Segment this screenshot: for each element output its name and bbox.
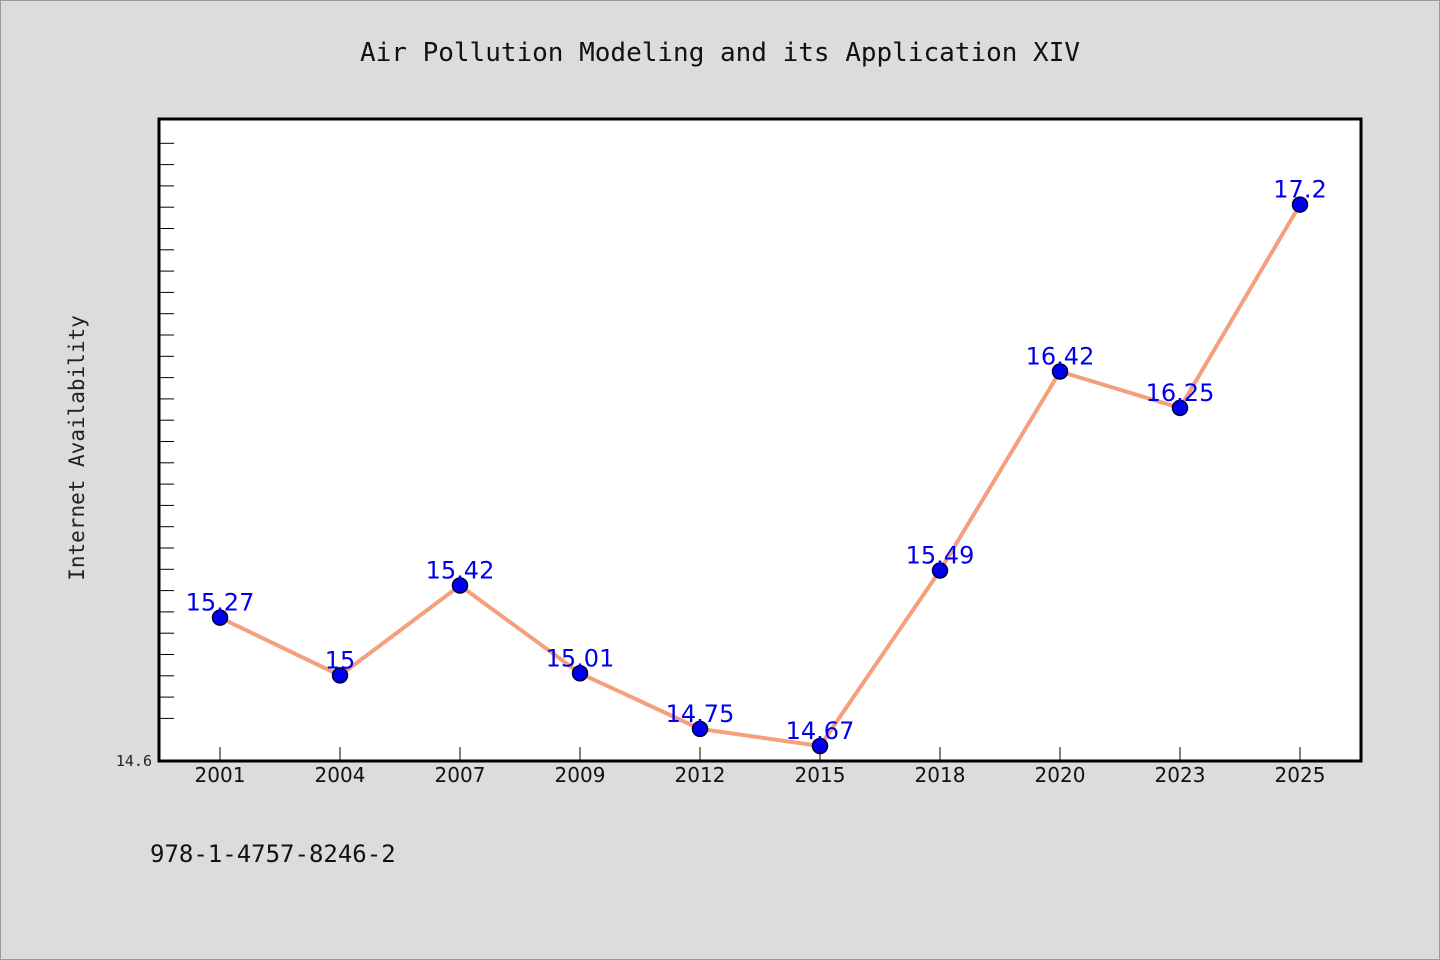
x-tick-label: 2020: [1035, 763, 1086, 787]
plot-area: [157, 117, 1363, 763]
x-tick-label: 2018: [915, 763, 966, 787]
x-tick-label: 2015: [795, 763, 846, 787]
data-point: [931, 562, 949, 579]
data-point: [331, 667, 349, 684]
data-label: 15.27: [186, 589, 255, 617]
x-tick-label: 2009: [555, 763, 606, 787]
data-point: [1171, 399, 1189, 417]
data-point: [211, 609, 229, 626]
y-axis-label: Internet Availability: [65, 315, 89, 581]
chart-title: Air Pollution Modeling and its Applicati…: [360, 38, 1080, 68]
series-line: [219, 203, 1302, 749]
data-label: 15: [325, 646, 356, 674]
data-label: 15.01: [546, 644, 615, 672]
y-axis-ticks: [159, 142, 174, 719]
x-tick-label: 2012: [675, 763, 726, 787]
data-label: 15.49: [906, 542, 975, 570]
data-point: [811, 737, 829, 755]
data-point: [451, 577, 469, 594]
x-tick-label: 2023: [1155, 763, 1206, 787]
isbn-text: 978-1-4757-8246-2: [150, 840, 396, 868]
data-label: 16.42: [1026, 343, 1095, 371]
series-layer: 15.27 15 15.42 15.01 14.75 14.67 15.49 16.42 16.…: [186, 176, 1327, 755]
data-point: [1291, 196, 1309, 213]
data-label: 16.25: [1146, 379, 1215, 407]
x-axis-ticks: 2001 2004 2007 2009 2012 2015 2018 2020 2023 2025: [195, 747, 1326, 787]
data-label: 14.67: [786, 717, 855, 745]
data-label: 17.2: [1273, 176, 1326, 204]
data-point: [1051, 363, 1069, 380]
data-label: 15.42: [426, 557, 495, 585]
x-tick-label: 2004: [315, 763, 366, 787]
data-point: [571, 665, 589, 682]
data-point: [691, 720, 709, 738]
x-tick-label: 2025: [1275, 763, 1326, 787]
x-tick-label: 2007: [435, 763, 486, 787]
data-label: 14.75: [666, 700, 735, 728]
x-tick-label: 2001: [195, 763, 246, 787]
y-tick-label: 14.6: [116, 752, 152, 770]
